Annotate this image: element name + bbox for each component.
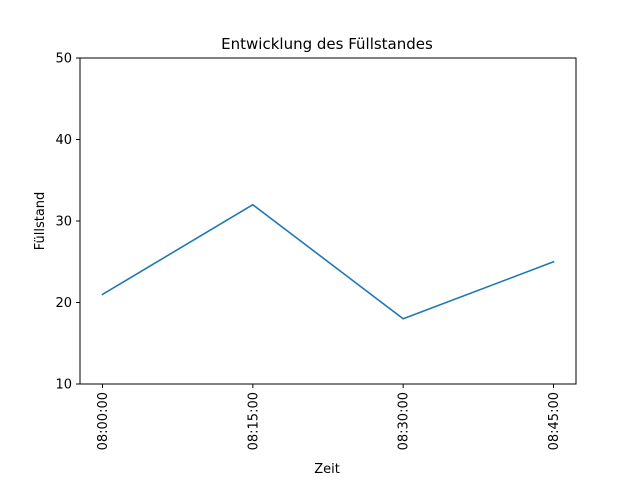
y-tick-label: 40	[55, 133, 72, 148]
y-tick-label: 50	[55, 52, 72, 67]
x-tick-label: 08:00:00	[96, 392, 111, 450]
y-axis-label: Füllstand	[33, 192, 48, 251]
x-axis-label: Zeit	[314, 462, 340, 477]
x-tick-label: 08:45:00	[547, 392, 562, 450]
y-tick-label: 10	[55, 378, 72, 393]
x-tick-label: 08:30:00	[397, 392, 412, 450]
chart-title: Entwicklung des Füllstandes	[221, 35, 433, 53]
y-tick-label: 30	[55, 215, 72, 230]
y-tick-label: 20	[55, 296, 72, 311]
x-tick-label: 08:15:00	[246, 392, 261, 450]
